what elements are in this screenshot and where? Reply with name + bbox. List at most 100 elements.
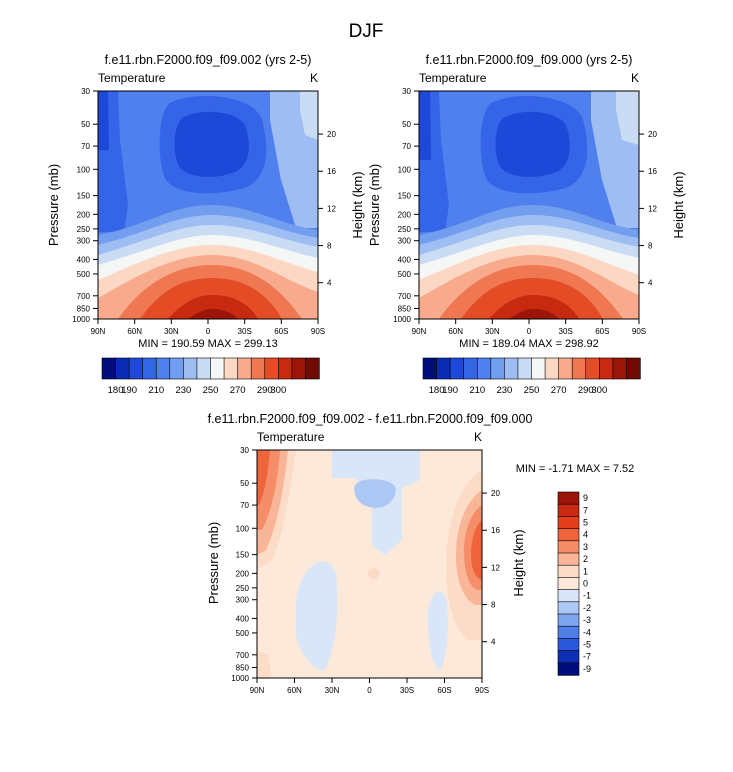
contour-field	[419, 91, 639, 319]
colorbar-label: 3	[583, 542, 588, 552]
latitude-tick-label: 0	[527, 327, 532, 336]
colorbar-swatch	[305, 357, 320, 380]
latitude-tick-label: 60N	[127, 327, 142, 336]
colorbar-swatch	[558, 357, 573, 380]
colorbar-swatch	[557, 662, 580, 676]
pressure-tick-label: 50	[240, 479, 249, 488]
colorbar-swatch	[196, 357, 212, 380]
page-title: DJF	[349, 21, 384, 42]
colorbar-swatch	[557, 516, 580, 530]
pressure-tick-label: 250	[236, 584, 250, 593]
pressure-tick-label: 250	[77, 225, 91, 234]
latitude-tick-label: 60S	[437, 686, 451, 695]
colorbar-label: 290	[578, 385, 594, 396]
latitude-tick-label: 30S	[559, 327, 573, 336]
panel-experiment-temperature: f.e11.rbn.F2000.f09_f09.000 (yrs 2-5) Te…	[367, 53, 686, 396]
colorbar-swatch	[557, 552, 580, 566]
y2-axis-label: Height (km)	[511, 529, 526, 596]
height-tick-label: 8	[491, 601, 496, 610]
panel-title: f.e11.rbn.F2000.f09_f09.000 (yrs 2-5)	[426, 53, 633, 67]
colorbar-swatch	[544, 357, 560, 380]
latitude-tick-label: 60N	[448, 327, 463, 336]
contour-field	[98, 91, 318, 319]
latitude-tick-label: 90N	[250, 686, 265, 695]
pressure-tick-label: 300	[236, 596, 250, 605]
height-tick-label: 8	[327, 242, 332, 251]
latitude-tick-label: 90S	[632, 327, 646, 336]
colorbar-swatch	[422, 357, 438, 380]
colorbar-swatch	[115, 357, 130, 380]
pressure-tick-label: 30	[240, 446, 249, 455]
contour-field	[257, 450, 482, 678]
latitude-tick-label: 90S	[475, 686, 489, 695]
height-tick-label: 12	[648, 204, 657, 213]
min-max-label: MIN = 189.04 MAX = 298.92	[459, 338, 598, 350]
colorbar-label: 180	[108, 385, 124, 396]
colorbar-swatch	[449, 357, 465, 380]
colorbar-label: 290	[257, 385, 273, 396]
pressure-tick-label: 200	[77, 210, 91, 219]
pressure-tick-label: 300	[398, 237, 412, 246]
pressure-tick-label: 850	[236, 663, 250, 672]
colorbar-swatch	[557, 491, 580, 505]
colorbar-label: 300	[270, 385, 286, 396]
units-label: K	[310, 71, 318, 85]
y-axis-label: Pressure (mb)	[46, 164, 61, 246]
colorbar-swatch	[557, 613, 580, 627]
panel-control-temperature: f.e11.rbn.F2000.f09_f09.002 (yrs 2-5) Te…	[46, 53, 365, 396]
colorbar-swatch	[250, 357, 266, 380]
pressure-tick-label: 850	[398, 304, 412, 313]
height-tick-label: 16	[648, 167, 657, 176]
pressure-tick-label: 50	[81, 120, 90, 129]
colorbar-swatch	[557, 625, 580, 640]
field-label: Temperature	[98, 71, 166, 85]
latitude-tick-label: 60S	[595, 327, 609, 336]
colorbar-swatch	[557, 650, 580, 664]
colorbar-swatch	[155, 357, 171, 380]
colorbar-label: 4	[583, 530, 588, 540]
pressure-tick-label: 50	[402, 120, 411, 129]
colorbar-label: 9	[583, 493, 588, 503]
colorbar-swatch	[128, 357, 144, 380]
colorbar-swatch	[101, 357, 117, 380]
height-tick-label: 20	[327, 130, 336, 139]
pressure-tick-label: 700	[77, 292, 91, 301]
colorbar-swatch	[264, 357, 280, 380]
pressure-tick-label: 500	[236, 629, 250, 638]
colorbar-swatch	[557, 528, 580, 542]
pressure-tick-label: 100	[398, 165, 412, 174]
colorbar-swatch	[557, 564, 580, 579]
colorbar-swatch	[463, 357, 478, 380]
pressure-tick-label: 300	[77, 237, 91, 246]
colorbar-label: -7	[583, 652, 591, 662]
colorbar-swatch	[585, 357, 601, 380]
pressure-tick-label: 150	[398, 192, 412, 201]
latitude-tick-label: 30N	[325, 686, 340, 695]
pressure-tick-label: 100	[77, 165, 91, 174]
colorbar-label: -9	[583, 664, 591, 674]
colorbar-swatch	[517, 357, 533, 380]
pressure-tick-label: 200	[236, 569, 250, 578]
latitude-tick-label: 30N	[164, 327, 179, 336]
height-tick-label: 12	[491, 563, 500, 572]
colorbar-swatch	[612, 357, 628, 380]
height-tick-label: 4	[648, 279, 653, 288]
pressure-tick-label: 1000	[72, 315, 90, 324]
units-label: K	[631, 71, 639, 85]
colorbar-label: 5	[583, 518, 588, 528]
y2-axis-label: Height (km)	[350, 171, 365, 238]
colorbar-label: 250	[524, 385, 540, 396]
pressure-tick-label: 400	[236, 614, 250, 623]
colorbar-label: 2	[583, 554, 588, 564]
colorbar-swatch	[142, 357, 157, 380]
colorbar-label: 190	[121, 385, 137, 396]
panel-title: f.e11.rbn.F2000.f09_f09.002 (yrs 2-5)	[105, 53, 312, 67]
colorbar-label: 7	[583, 505, 588, 515]
pressure-tick-label: 850	[77, 304, 91, 313]
colorbar-label: 270	[551, 385, 567, 396]
pressure-tick-label: 70	[81, 142, 90, 151]
colorbar-swatch	[237, 357, 252, 380]
colorbar-label: 250	[203, 385, 219, 396]
colorbar-swatch	[626, 357, 641, 380]
